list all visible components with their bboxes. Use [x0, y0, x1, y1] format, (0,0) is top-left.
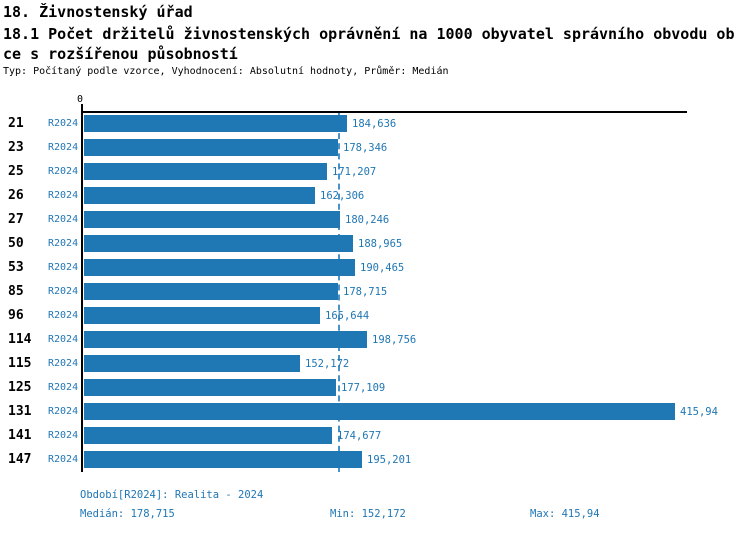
indicator-meta-text: Typ: Počítaný podle vzorce, Vyhodnocení:… [3, 66, 449, 77]
row-period-label: R2024 [48, 382, 79, 393]
bar [84, 427, 332, 444]
row-period-label: R2024 [48, 454, 79, 465]
x-axis-line [81, 111, 687, 113]
row-period-label: R2024 [48, 118, 79, 129]
bar-value-label: 188,965 [358, 238, 403, 250]
bar-value-label: 178,346 [343, 142, 388, 154]
y-axis-line [81, 104, 83, 472]
bar [84, 403, 675, 420]
row-category-label: 25 [8, 164, 24, 179]
row-period-label: R2024 [48, 430, 79, 441]
row-period-label: R2024 [48, 262, 79, 273]
bar [84, 163, 327, 180]
bar-value-label: 162,306 [320, 190, 365, 202]
x-axis-zero-tick-label: 0 [77, 94, 84, 105]
row-category-label: 141 [8, 428, 32, 443]
bar-value-label: 184,636 [352, 118, 397, 130]
row-category-label: 50 [8, 236, 24, 251]
row-category-label: 23 [8, 140, 24, 155]
row-period-label: R2024 [48, 406, 79, 417]
page-title: 18. Živnostenský úřad [3, 3, 193, 21]
row-period-label: R2024 [48, 190, 79, 201]
bar-value-label: 177,109 [341, 382, 386, 394]
row-category-label: 125 [8, 380, 32, 395]
row-category-label: 26 [8, 188, 24, 203]
bar-value-label: 195,201 [367, 454, 412, 466]
row-category-label: 96 [8, 308, 24, 323]
indicator-title-line1: 18.1 Počet držitelů živnostenských opráv… [3, 25, 735, 43]
row-category-label: 131 [8, 404, 32, 419]
row-category-label: 115 [8, 356, 32, 371]
row-period-label: R2024 [48, 286, 79, 297]
bar [84, 115, 347, 132]
stat-min: Min: 152,172 [330, 508, 406, 520]
row-category-label: 21 [8, 116, 24, 131]
bar [84, 451, 362, 468]
stat-median: Medián: 178,715 [80, 508, 175, 520]
bar-value-label: 190,465 [360, 262, 405, 274]
indicator-title-line2: ce s rozšířenou působností [3, 45, 238, 63]
stat-max: Max: 415,94 [530, 508, 600, 520]
row-category-label: 85 [8, 284, 24, 299]
bar [84, 235, 353, 252]
row-period-label: R2024 [48, 166, 79, 177]
median-reference-line [338, 113, 340, 472]
bar-value-label: 152,172 [305, 358, 350, 370]
row-period-label: R2024 [48, 310, 79, 321]
row-period-label: R2024 [48, 334, 79, 345]
row-category-label: 114 [8, 332, 32, 347]
bar [84, 355, 300, 372]
bar [84, 307, 320, 324]
bar-value-label: 415,94 [680, 406, 718, 418]
bar [84, 187, 315, 204]
bar-value-label: 165,644 [325, 310, 370, 322]
bar [84, 211, 340, 228]
legend-period-label: Období[R2024]: Realita - 2024 [80, 489, 264, 501]
bar-value-label: 198,756 [372, 334, 417, 346]
bar-value-label: 171,207 [332, 166, 377, 178]
bar [84, 259, 355, 276]
row-period-label: R2024 [48, 214, 79, 225]
row-category-label: 53 [8, 260, 24, 275]
bar [84, 139, 338, 156]
bar [84, 283, 338, 300]
bar-value-label: 180,246 [345, 214, 390, 226]
bar [84, 379, 336, 396]
row-period-label: R2024 [48, 238, 79, 249]
bar-value-label: 174,677 [337, 430, 382, 442]
row-period-label: R2024 [48, 358, 79, 369]
bar-value-label: 178,715 [343, 286, 388, 298]
bar [84, 331, 367, 348]
row-period-label: R2024 [48, 142, 79, 153]
row-category-label: 27 [8, 212, 24, 227]
row-category-label: 147 [8, 452, 32, 467]
